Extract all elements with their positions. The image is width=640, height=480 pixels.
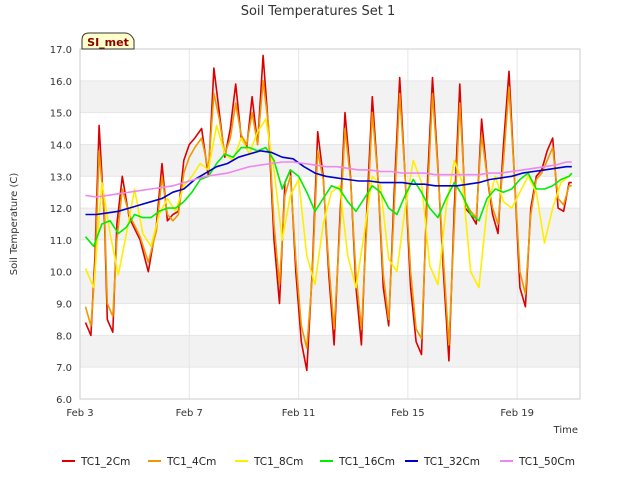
series-layer [84, 54, 573, 372]
y-tick-label: 16.0 [50, 77, 72, 88]
legend-label: TC1_32Cm [423, 456, 480, 468]
station-badge-shape [81, 32, 135, 50]
y-tick-label: 7.0 [56, 363, 72, 374]
x-tick-label: Feb 3 [66, 408, 93, 419]
series-line-tc1-2cm [84, 54, 572, 372]
y-tick-label: 14.0 [50, 140, 72, 151]
plot-band [80, 80, 580, 113]
y-tick-label: 11.0 [50, 236, 72, 247]
y-tick-label: 9.0 [56, 300, 72, 311]
y-axis-ticks: 6.0 7.0 8.0 9.0 10.0 11.0 12.0 13.0 14.0 15.0 16.0… [50, 45, 72, 406]
series-line-tc1-16cm [84, 146, 573, 248]
station-badge-label: SI_met [87, 36, 129, 49]
y-tick-label: 15.0 [50, 109, 72, 120]
y-tick-label: 6.0 [56, 395, 72, 406]
y-tick-label: 12.0 [50, 204, 72, 215]
x-tick-label: Feb 15 [391, 408, 425, 419]
legend-label: TC1_2Cm [80, 456, 130, 468]
x-tick-label: Feb 11 [282, 408, 316, 419]
y-tick-label: 17.0 [50, 45, 72, 56]
legend-label: TC1_16Cm [338, 456, 395, 468]
legend-label: TC1_50Cm [518, 456, 575, 468]
y-tick-label: 8.0 [56, 331, 72, 342]
series-line-tc1-50cm [85, 161, 572, 198]
legend: TC1_2Cm TC1_4Cm TC1_8Cm TC1_16Cm TC1_32Cm TC1… [62, 456, 575, 468]
series-line-tc1-4cm [84, 80, 572, 349]
legend-label: TC1_8Cm [253, 456, 303, 468]
y-axis-title: Soil Temperature (C) [9, 173, 20, 276]
chart-title: Soil Temperatures Set 1 [241, 4, 396, 19]
series-line-tc1-8cm [84, 118, 573, 289]
x-axis-ticks: Feb 3 Feb 7 Feb 11 Feb 15 Feb 19 [66, 408, 534, 419]
y-tick-label: 13.0 [50, 172, 72, 183]
x-tick-label: Feb 7 [176, 408, 203, 419]
y-tick-label: 10.0 [50, 268, 72, 279]
plot-area [79, 48, 581, 400]
plot-band [80, 208, 580, 240]
x-axis-title: Time [553, 425, 578, 436]
station-badge: SI_met [81, 32, 135, 50]
series-line-tc1-32cm [85, 150, 572, 216]
x-tick-label: Feb 19 [500, 408, 534, 419]
plot-band [80, 335, 580, 368]
legend-label: TC1_4Cm [166, 456, 216, 468]
